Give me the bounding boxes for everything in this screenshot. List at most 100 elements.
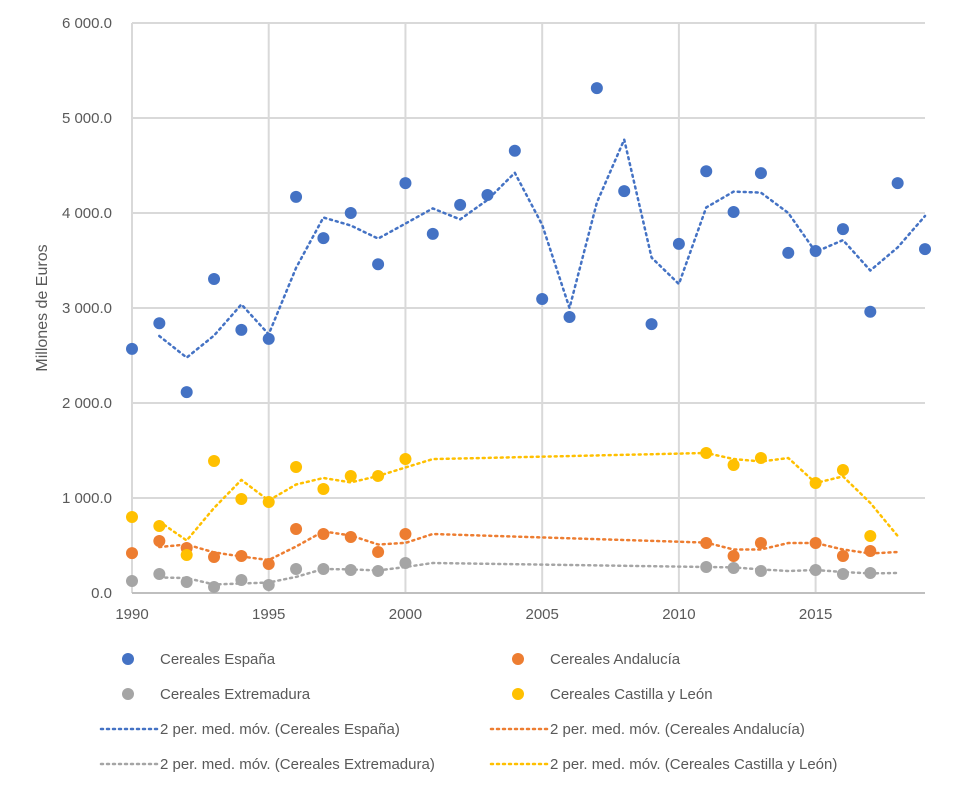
data-point <box>290 562 303 575</box>
legend-marker-icon <box>122 688 134 700</box>
data-point <box>344 207 357 219</box>
y-tick-label: 0.0 <box>91 585 112 602</box>
data-point <box>782 246 795 259</box>
legend-item: Cereales Andalucía <box>512 651 681 668</box>
data-point <box>317 482 330 495</box>
y-axis-ticks: 0.0 1 000.0 2 000.0 3 000.0 4 000.0 5 000.0 6 … <box>62 15 112 602</box>
y-tick-label: 5 000.0 <box>62 110 112 127</box>
y-axis-title: Millones de Euros <box>34 244 51 371</box>
data-point <box>590 82 603 95</box>
data-point <box>700 537 713 550</box>
legend-label: Cereales Extremadura <box>160 686 311 703</box>
data-point <box>126 575 138 588</box>
data-point <box>208 273 221 286</box>
data-point <box>426 227 439 240</box>
data-point <box>809 476 822 489</box>
data-point <box>454 198 467 211</box>
y-tick-label: 6 000.0 <box>62 15 112 32</box>
data-point <box>508 144 521 157</box>
data-point <box>727 459 740 472</box>
data-point <box>153 520 166 533</box>
data-point <box>262 579 275 592</box>
data-point <box>344 564 357 577</box>
data-point <box>344 531 357 544</box>
data-point <box>208 454 221 467</box>
data-point <box>235 323 248 336</box>
data-point <box>235 492 248 505</box>
data-point <box>536 292 549 305</box>
data-point <box>126 547 138 560</box>
data-point <box>809 564 822 577</box>
data-point <box>481 188 494 201</box>
x-tick-label: 2005 <box>525 606 558 623</box>
data-point <box>372 545 385 558</box>
data-point <box>836 568 849 580</box>
data-point <box>399 177 412 190</box>
legend-label: Cereales Castilla y León <box>550 686 713 703</box>
data-point <box>864 305 877 318</box>
data-point <box>344 469 357 482</box>
data-point <box>126 511 138 523</box>
data-point <box>235 550 248 563</box>
data-point <box>727 206 740 219</box>
x-tick-label: 2000 <box>389 606 422 623</box>
data-point <box>399 453 412 466</box>
legend-label: Cereales España <box>160 651 276 668</box>
data-point <box>180 549 193 561</box>
legend-marker-icon <box>512 653 524 665</box>
data-point <box>563 311 576 324</box>
data-point <box>754 167 767 180</box>
x-axis-ticks: 1990 1995 2000 2005 2010 2015 <box>115 606 832 623</box>
y-tick-label: 2 000.0 <box>62 395 112 412</box>
data-point <box>180 386 193 399</box>
data-point <box>754 537 767 550</box>
x-tick-label: 1990 <box>115 606 148 623</box>
legend-label: 2 per. med. móv. (Cereales España) <box>160 721 400 738</box>
data-point <box>317 528 330 541</box>
data-point <box>864 530 877 542</box>
legend-item: 2 per. med. móv. (Cereales España) <box>99 721 400 738</box>
legend-item: 2 per. med. móv. (Cereales Andalucía) <box>489 721 805 738</box>
legend-label: Cereales Andalucía <box>550 651 681 668</box>
x-tick-label: 2015 <box>799 606 832 623</box>
data-point <box>864 545 877 558</box>
data-point <box>153 568 166 580</box>
data-point <box>919 243 931 256</box>
legend: Cereales España Cereales Andalucía Cereale… <box>99 651 837 773</box>
data-point <box>836 223 849 236</box>
y-tick-label: 3 000.0 <box>62 300 112 317</box>
y-tick-label: 4 000.0 <box>62 205 112 222</box>
data-point <box>262 332 275 345</box>
data-point <box>754 564 767 577</box>
data-point <box>700 560 713 573</box>
legend-label: 2 per. med. móv. (Cereales Andalucía) <box>550 721 805 738</box>
data-point <box>618 185 631 198</box>
legend-marker-icon <box>512 688 524 700</box>
data-point <box>317 562 330 575</box>
data-point <box>290 522 303 535</box>
data-point <box>290 461 303 474</box>
data-point <box>809 537 822 550</box>
data-point <box>317 232 330 245</box>
gridlines <box>131 22 925 594</box>
data-point <box>836 550 849 563</box>
data-point <box>754 452 767 465</box>
legend-label: 2 per. med. móv. (Cereales Castilla y Le… <box>550 756 837 773</box>
data-point <box>290 190 303 203</box>
data-point <box>700 446 713 459</box>
legend-item: 2 per. med. móv. (Cereales Extremadura) <box>99 756 435 773</box>
data-point <box>372 258 385 271</box>
data-point <box>235 573 248 586</box>
data-point <box>809 245 822 257</box>
data-point <box>399 556 412 569</box>
data-point <box>180 575 193 588</box>
data-points <box>126 82 931 594</box>
legend-item: Cereales Castilla y León <box>512 686 713 703</box>
data-point <box>372 469 385 482</box>
data-point <box>153 535 166 548</box>
data-point <box>262 495 275 508</box>
data-point <box>864 566 877 579</box>
data-point <box>399 528 412 541</box>
legend-marker-icon <box>122 653 134 665</box>
